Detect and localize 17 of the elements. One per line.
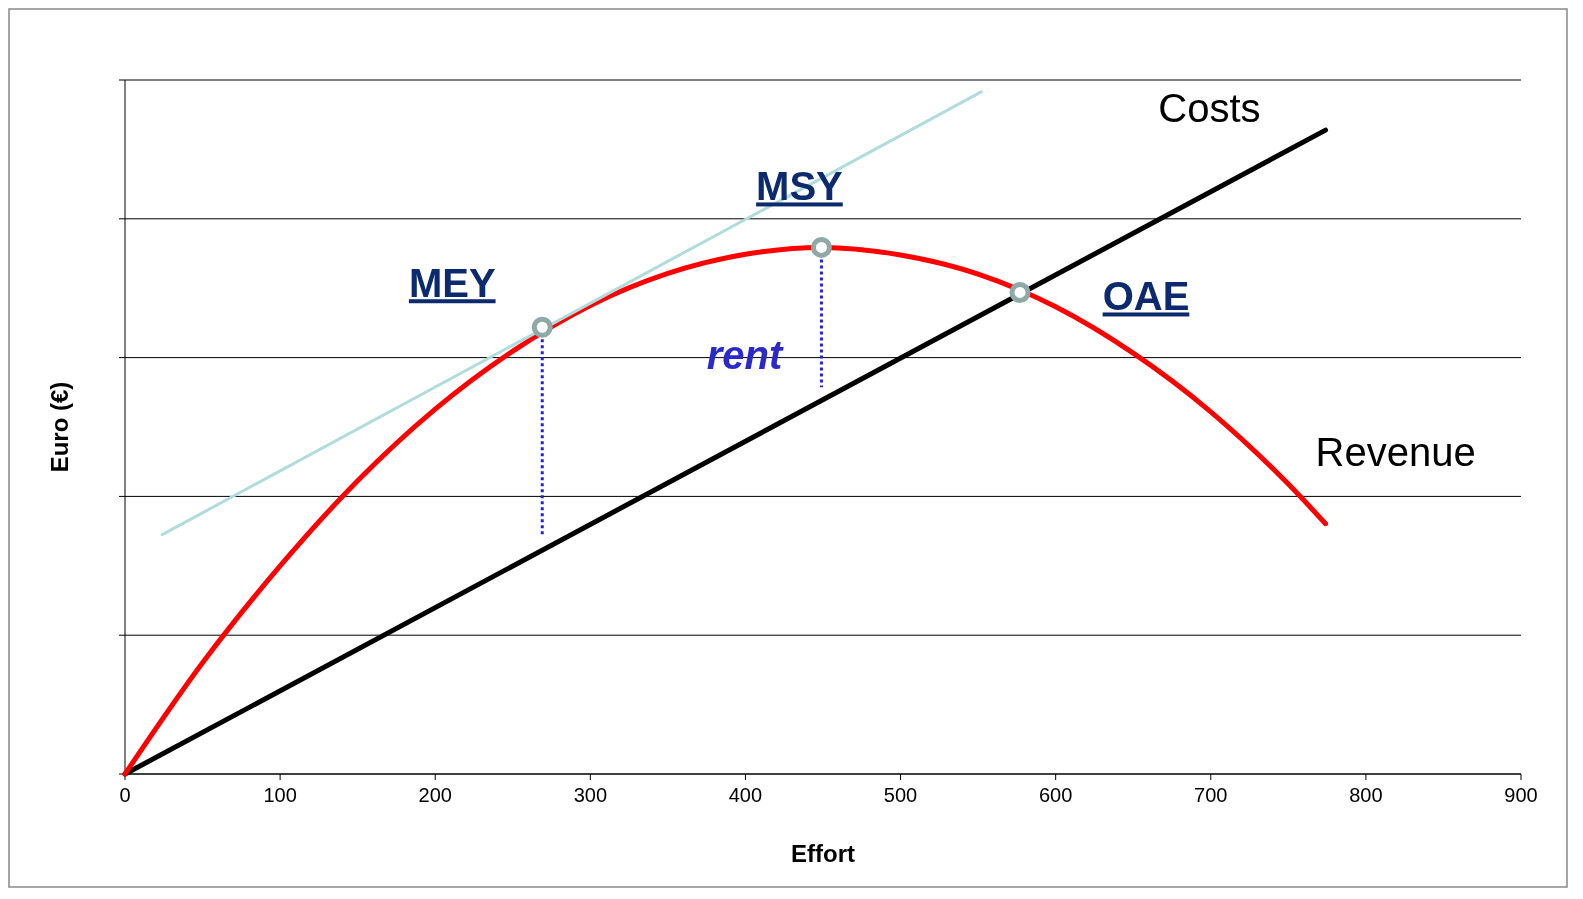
- y-axis-title: Euro (€): [46, 381, 73, 473]
- x-tick-label: 600: [1038, 784, 1073, 806]
- annotation: MEY: [408, 261, 496, 306]
- x-tick-label: 300: [573, 784, 608, 806]
- x-tick-label: 900: [1504, 784, 1538, 806]
- series-label: Costs: [1158, 86, 1261, 131]
- x-tick-label: 0: [119, 784, 131, 806]
- x-tick-label: 500: [883, 784, 918, 806]
- x-tick-label: 800: [1349, 784, 1383, 806]
- x-tick-label: 700: [1194, 784, 1228, 806]
- x-tick-label: 200: [418, 784, 452, 806]
- annotation: OAE: [1102, 274, 1190, 319]
- x-tick-label: 400: [728, 784, 763, 806]
- series-label: Revenue: [1315, 429, 1476, 474]
- x-tick-label: 100: [263, 784, 297, 806]
- x-axis-title: Effort: [791, 840, 855, 867]
- annotation: MSY: [756, 164, 844, 209]
